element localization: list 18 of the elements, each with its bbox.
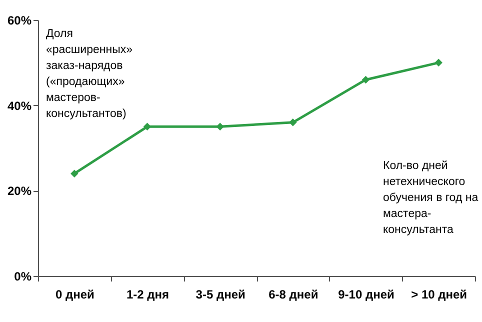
point (289, 118, 297, 126)
x-tick-label: 0 дней (55, 288, 94, 302)
point (143, 122, 152, 131)
x-axis-title: Кол-во дней нетехнического обучения в год на мастера-консультанта (383, 160, 479, 236)
x-tick-label: 3-5 дней (196, 288, 246, 302)
point (70, 170, 78, 178)
point (434, 58, 442, 67)
point (362, 76, 370, 84)
y-tick-label: 40% (7, 98, 32, 113)
y-tick-label: 0% (14, 270, 32, 284)
y-tick-label: 20% (7, 184, 32, 198)
point (216, 122, 224, 131)
x-tick-label: > 10 дней (411, 288, 468, 302)
x-tick-label: 6-8 дней (268, 288, 318, 302)
y-axis-title: Доля «расширенных» заказ-нарядов («продающих» мастеров-консультантов) (46, 28, 132, 120)
x-tick-label: 9-10 дней (338, 288, 394, 302)
x-tick-label: 1-2 дня (126, 288, 170, 302)
y-tick-label: 60% (7, 14, 32, 28)
